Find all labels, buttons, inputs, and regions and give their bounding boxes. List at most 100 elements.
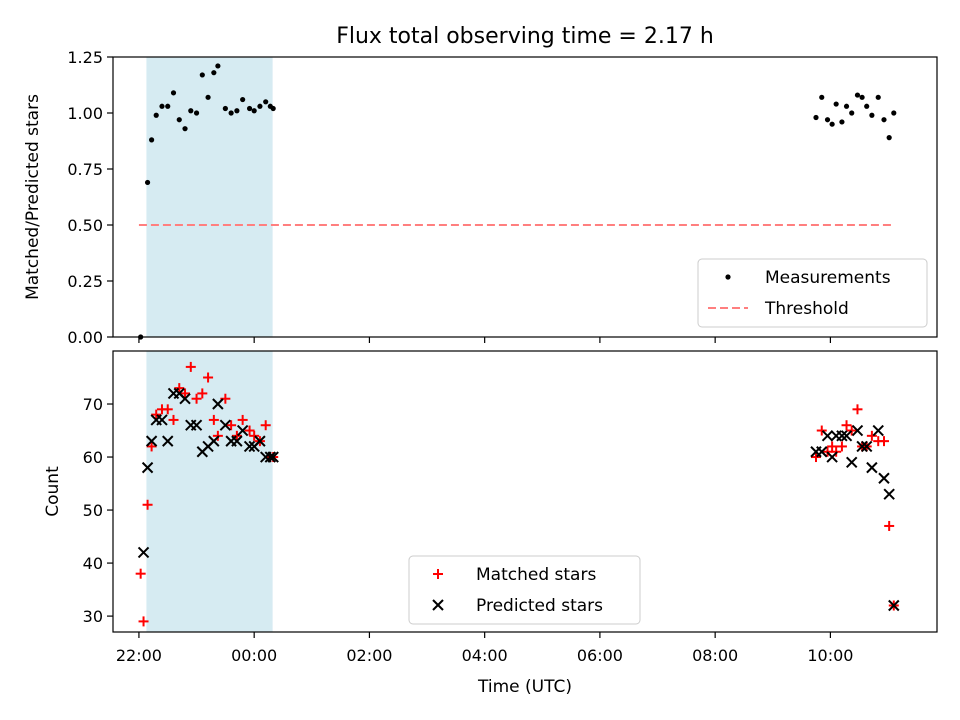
y-tick-label: 60: [83, 448, 103, 467]
predicted-stars-point: [156, 414, 168, 426]
predicted-x-b: [162, 435, 174, 447]
predicted-stars-point: [826, 451, 838, 463]
predicted-x-b: [264, 451, 277, 463]
predicted-stars-point: [162, 435, 174, 447]
predicted-stars-point: [212, 398, 224, 410]
measurement-point: [833, 101, 839, 107]
matched-stars-point: [135, 568, 146, 579]
matched-stars-point: [260, 420, 271, 431]
y-tick-label: 0.50: [67, 216, 103, 235]
predicted-x-b: [846, 456, 858, 469]
predicted-x-b: [231, 435, 243, 447]
measurement-point: [159, 103, 165, 109]
matched-stars-point: [174, 383, 185, 394]
predicted-stars-point: [208, 435, 220, 447]
matched-stars-point: [836, 441, 847, 452]
measurement-point: [263, 99, 269, 105]
y-tick-label: 0.75: [67, 160, 103, 179]
predicted-x-b: [137, 546, 150, 559]
measurement-point: [270, 105, 276, 112]
predicted-stars-point: [860, 440, 873, 453]
predicted-x-b: [236, 424, 249, 437]
predicted-x-b: [267, 451, 279, 463]
measurement-point: [240, 96, 246, 103]
predicted-x-b: [826, 451, 838, 463]
top-y-axis-label: Matched/Predicted stars: [23, 94, 43, 300]
x-tick-label: 06:00: [577, 646, 623, 665]
measurement-point: [234, 108, 240, 114]
predicted-stars-point: [836, 430, 848, 442]
predicted-stars-point: [851, 424, 864, 437]
measurement-point: [228, 110, 234, 116]
x-tick-label: 04:00: [462, 646, 508, 665]
matched-stars-point: [852, 404, 863, 415]
matched-stars-point: [203, 372, 214, 383]
y-tick-label: 1.25: [67, 48, 103, 67]
matched-stars-point: [197, 388, 208, 399]
measurement-point: [153, 112, 159, 118]
matched-stars-point: [142, 499, 153, 510]
bottom-legend: [408, 555, 641, 625]
legend-predicted-label: Predicted stars: [476, 596, 603, 616]
predicted-stars-point: [267, 451, 279, 463]
matched-stars-point: [168, 414, 179, 425]
predicted-x-b: [254, 435, 266, 447]
predicted-x-b: [173, 387, 185, 400]
predicted-x-b: [878, 472, 890, 484]
measurement-point: [854, 92, 861, 98]
predicted-x-b: [208, 435, 220, 447]
predicted-stars-point: [264, 451, 277, 463]
predicted-stars-point: [888, 599, 900, 612]
predicted-x-b: [156, 414, 168, 426]
predicted-stars-point: [190, 419, 203, 431]
measurement-point: [859, 94, 865, 100]
legend-predicted-marker-b: [432, 599, 444, 611]
predicted-stars-point: [254, 435, 266, 447]
measurement-point: [199, 72, 205, 78]
predicted-x-b: [141, 461, 154, 474]
predicted-x-b: [145, 435, 158, 447]
matched-stars-point: [138, 616, 149, 627]
matched-stars-point: [244, 425, 255, 436]
measurement-point: [813, 114, 819, 121]
top-axes-frame: [112, 56, 938, 338]
predicted-x-b: [816, 446, 828, 458]
matched-stars-point: [816, 425, 827, 436]
bottom-y-axis-label: Count: [43, 466, 63, 517]
top-panel-ratio: 0.00 0.25 0.50 0.75 1.00 1.25 Matched/Predicte…: [23, 48, 938, 347]
matched-stars-point: [841, 420, 852, 431]
chart-title: Flux total observing time = 2.17 h: [336, 24, 714, 49]
y-tick-label: 0.25: [67, 272, 103, 291]
measurement-point: [182, 126, 188, 132]
measurement-point: [257, 103, 263, 109]
matched-stars-point: [191, 393, 202, 404]
top-legend: [697, 258, 928, 328]
predicted-x-b: [243, 440, 256, 453]
predicted-x-b: [851, 424, 864, 437]
matched-stars-point: [846, 425, 857, 436]
measurement-point: [205, 94, 211, 100]
predicted-x-b: [883, 488, 895, 500]
predicted-x-b: [840, 430, 853, 442]
measurement-point: [170, 90, 177, 96]
predicted-stars-point: [878, 472, 890, 484]
predicted-stars-point: [243, 440, 256, 453]
matched-stars-point: [162, 404, 173, 415]
y-tick-label: 40: [83, 554, 103, 573]
predicted-x-b: [190, 419, 203, 431]
predicted-x-b: [866, 461, 878, 474]
predicted-stars-point: [816, 446, 828, 458]
measurement-point: [824, 117, 831, 123]
legend-threshold-label: Threshold: [764, 299, 849, 319]
matched-stars-point: [185, 361, 196, 372]
y-tick-label: 50: [83, 501, 103, 520]
predicted-x-b: [888, 599, 900, 612]
predicted-stars-point: [137, 546, 150, 559]
bottom-panel-counts: 30 40 50 60 70 Count 22:00 00:00 02:00 04:00 06:00…: [43, 350, 938, 665]
measurement-point: [849, 110, 855, 116]
measurement-point: [176, 117, 182, 123]
x-tick-label: 02:00: [346, 646, 392, 665]
measurement-point: [891, 110, 897, 116]
predicted-stars-point: [236, 424, 249, 437]
matched-stars-point: [866, 430, 877, 441]
